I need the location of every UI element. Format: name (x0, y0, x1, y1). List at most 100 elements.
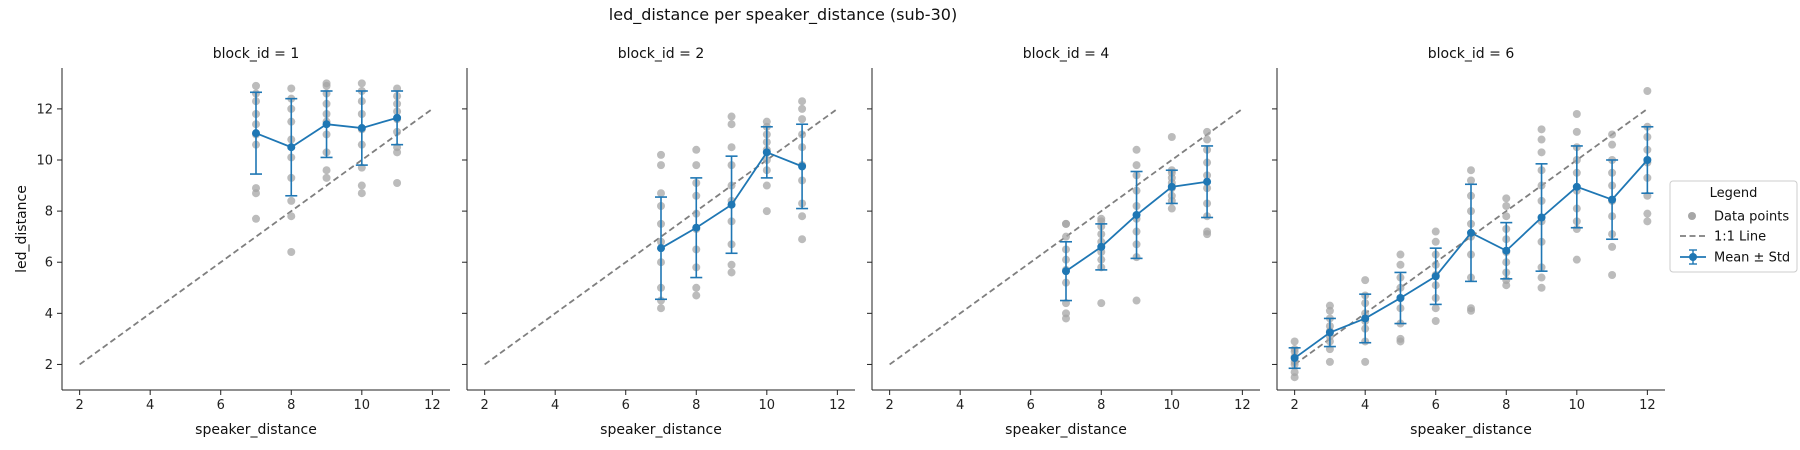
data-point (1502, 194, 1511, 203)
x-tick-label: 10 (1164, 398, 1181, 413)
mean-marker (1502, 246, 1511, 255)
mean-marker (1608, 195, 1617, 204)
legend-entry-data-points: Data points (1714, 210, 1789, 225)
data-point (727, 112, 736, 121)
data-point (1396, 250, 1405, 259)
data-point (762, 117, 771, 126)
data-point (657, 189, 665, 198)
data-point (357, 189, 366, 198)
x-tick-label: 4 (146, 398, 154, 413)
mean-marker (1097, 242, 1106, 251)
panel-title: block_id = 1 (213, 46, 299, 62)
x-axis-label: speaker_distance (1005, 422, 1127, 438)
data-point (657, 161, 665, 170)
x-tick-label: 2 (480, 398, 488, 413)
legend-entry-mean-std: Mean ± Std (1714, 251, 1790, 266)
data-point (762, 181, 771, 190)
data-point (1502, 202, 1511, 210)
identity-line (484, 108, 838, 366)
mean-marker (1643, 156, 1652, 164)
data-point (1431, 227, 1440, 236)
panel-title: block_id = 6 (1428, 46, 1515, 62)
x-tick-label: 8 (1097, 398, 1105, 413)
legend-box (1669, 180, 1798, 273)
mean-marker (762, 148, 771, 157)
panel-title: block_id = 2 (618, 46, 704, 62)
data-point (1290, 337, 1299, 346)
data-point (1062, 232, 1070, 241)
y-tick-label: 2 (45, 358, 53, 373)
x-tick-label: 6 (1432, 398, 1440, 413)
data-point (1325, 301, 1334, 310)
data-point (692, 161, 701, 170)
mean-marker (1167, 182, 1176, 191)
mean-marker (1325, 328, 1334, 337)
x-tick-label: 2 (1290, 398, 1298, 413)
data-point (252, 214, 260, 223)
data-point (252, 184, 260, 193)
x-tick-label: 8 (1502, 398, 1510, 413)
data-point (1608, 271, 1617, 279)
data-point (727, 143, 736, 152)
data-point (798, 115, 807, 124)
data-point (1431, 317, 1440, 325)
data-point (1608, 242, 1617, 251)
data-point (1325, 357, 1334, 366)
data-point (762, 207, 771, 216)
x-tick-label: 6 (1027, 398, 1035, 413)
data-point (393, 179, 402, 187)
x-tick-label: 8 (692, 398, 700, 413)
data-point (1167, 204, 1176, 213)
x-tick-label: 12 (829, 398, 846, 413)
data-point (322, 173, 331, 182)
y-tick-label: 12 (36, 102, 53, 117)
x-tick-label: 6 (217, 398, 225, 413)
data-point (1062, 309, 1070, 318)
data-point (1431, 237, 1440, 246)
data-point (1097, 299, 1106, 308)
y-tick-label: 8 (45, 205, 53, 220)
data-point (798, 235, 807, 244)
y-tick-label: 6 (45, 256, 53, 271)
data-point (1062, 219, 1070, 228)
y-tick-label: 4 (45, 307, 53, 322)
x-axis-label: speaker_distance (600, 422, 722, 438)
mean-marker (357, 124, 366, 133)
mean-marker (798, 162, 807, 171)
data-point (287, 248, 296, 256)
data-point (1572, 127, 1581, 136)
mean-marker (1132, 210, 1141, 219)
data-point (1608, 140, 1617, 149)
data-point (692, 145, 701, 154)
mean-marker (727, 200, 736, 209)
data-point (727, 268, 736, 277)
panel-2: 2 4 6 8 10 12 block_id = 2 speaker_distance (462, 46, 855, 438)
x-tick-label: 10 (1569, 398, 1586, 413)
y-axis-label: led_distance (14, 185, 30, 273)
x-tick-label: 10 (354, 398, 371, 413)
mean-marker (322, 120, 331, 129)
data-point (1132, 296, 1141, 305)
legend[interactable]: Legend Data points 1:1 Line Mean ± Std (1669, 180, 1798, 273)
legend-entry-identity: 1:1 Line (1714, 230, 1766, 245)
data-point (1431, 304, 1440, 313)
data-point (798, 104, 807, 113)
x-tick-label: 12 (1234, 398, 1251, 413)
mean-marker (1290, 354, 1299, 363)
data-point (357, 79, 366, 88)
data-point (1097, 214, 1106, 223)
panel-1: 2 4 6 8 10 12 2 4 6 8 10 12 block_id = 1 speaker_dist… (14, 46, 450, 438)
mean-marker (1361, 314, 1370, 323)
data-point (1203, 127, 1212, 136)
mean-marker (393, 113, 402, 122)
mean-marker (287, 143, 296, 152)
data-point (1537, 273, 1546, 282)
x-tick-label: 12 (1639, 398, 1656, 413)
x-axis-label: speaker_distance (1410, 422, 1532, 438)
mean-marker (1062, 267, 1070, 276)
data-point (287, 196, 296, 205)
mean-marker (1431, 272, 1440, 281)
data-point (1361, 357, 1370, 366)
x-tick-label: 6 (622, 398, 630, 413)
